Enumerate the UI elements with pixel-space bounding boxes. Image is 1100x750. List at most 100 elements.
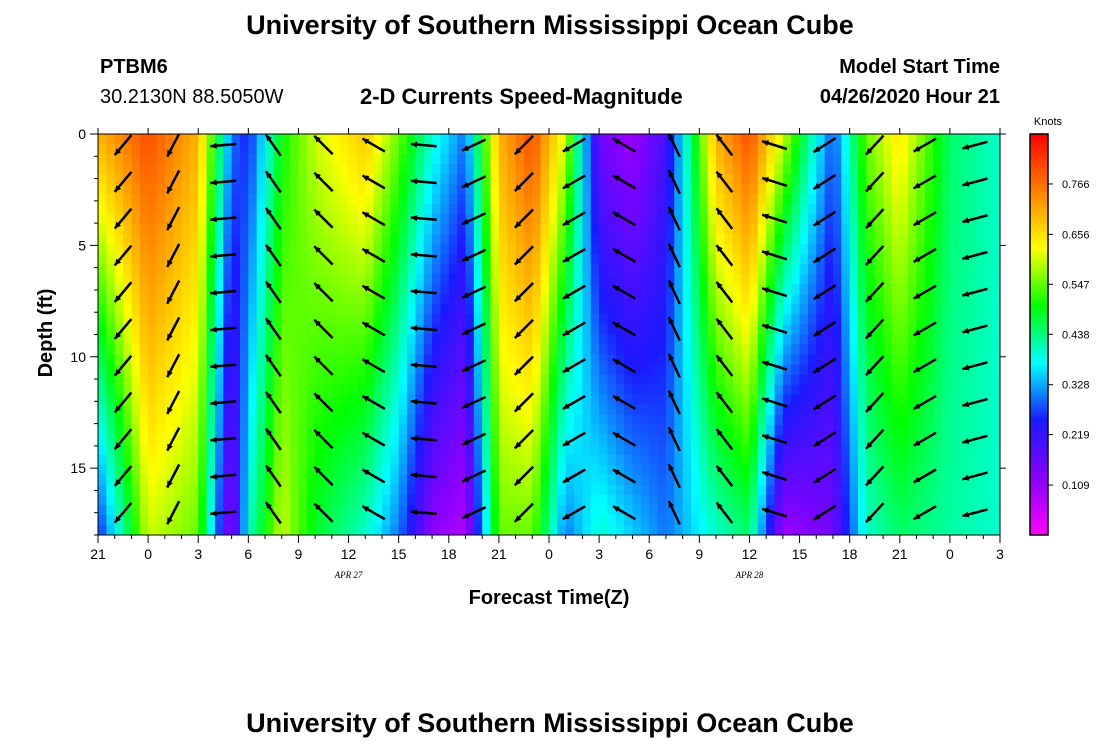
heatmap-cell	[432, 184, 442, 195]
heatmap-cell	[991, 244, 1000, 255]
heatmap-cell	[624, 514, 634, 526]
heatmap-cell	[774, 244, 784, 255]
heatmap-cell	[507, 384, 517, 396]
current-arrow	[361, 431, 386, 447]
heatmap-cell	[766, 414, 776, 426]
heatmap-cell	[883, 314, 893, 326]
heatmap-cell	[381, 514, 391, 526]
heatmap-cell	[565, 524, 575, 535]
heatmap-cell	[749, 344, 759, 356]
current-arrow	[113, 281, 133, 303]
heatmap-cell	[574, 454, 584, 466]
heatmap-cell	[891, 404, 901, 416]
heatmap-cell	[665, 494, 675, 506]
heatmap-cell	[933, 244, 943, 255]
heatmap-cell	[490, 324, 500, 336]
heatmap-cell	[966, 364, 976, 376]
heatmap-cell	[949, 504, 959, 516]
current-arrow	[812, 210, 837, 227]
heatmap-cell	[448, 504, 458, 516]
heatmap-cell	[707, 294, 717, 306]
heatmap-cell	[498, 234, 508, 245]
heatmap-cell	[966, 164, 976, 175]
heatmap-cell	[557, 414, 567, 426]
heatmap-cell	[156, 284, 166, 296]
heatmap-cell	[381, 424, 391, 436]
heatmap-cell	[98, 184, 107, 195]
heatmap-cell	[607, 374, 617, 386]
heatmap-cell	[991, 224, 1000, 235]
heatmap-cell	[974, 504, 984, 516]
heatmap-cell	[849, 454, 859, 466]
current-arrow	[461, 248, 487, 263]
model-start-label: Model Start Time	[839, 56, 1000, 78]
heatmap-cell	[381, 414, 391, 426]
heatmap-cell	[482, 234, 492, 245]
heatmap-cell	[231, 434, 241, 446]
heatmap-cell	[473, 454, 483, 466]
heatmap-cell	[632, 294, 642, 306]
heatmap-cell	[607, 204, 617, 215]
heatmap-cell	[774, 134, 784, 145]
heatmap-cell	[106, 314, 116, 326]
heatmap-cell	[114, 524, 124, 535]
heatmap-cell	[156, 364, 166, 376]
heatmap-cell	[640, 404, 650, 416]
heatmap-cell	[265, 374, 274, 386]
heatmap-cell	[465, 374, 475, 386]
heatmap-cell	[148, 274, 158, 285]
heatmap-cell	[640, 324, 650, 336]
heatmap-cell	[966, 474, 976, 486]
heatmap-cell	[273, 244, 283, 255]
heatmap-cell	[498, 424, 508, 436]
heatmap-cell	[440, 464, 450, 476]
heatmap-cell	[791, 234, 801, 245]
heatmap-cell	[189, 464, 199, 476]
heatmap-cell	[189, 374, 199, 386]
current-arrow	[715, 501, 734, 524]
heatmap-cell	[949, 184, 959, 195]
heatmap-cell	[933, 264, 943, 275]
heatmap-cell	[883, 444, 893, 456]
heatmap-cell	[774, 464, 784, 476]
heatmap-cell	[615, 134, 625, 145]
heatmap-cell	[791, 524, 801, 535]
heatmap-cell	[983, 414, 993, 426]
heatmap-cell	[824, 144, 834, 155]
heatmap-cell	[432, 224, 442, 235]
heatmap-cell	[816, 334, 826, 346]
heatmap-cell	[949, 364, 959, 376]
heatmap-cell	[766, 134, 776, 145]
heatmap-cell	[306, 504, 316, 516]
heatmap-cell	[290, 364, 300, 376]
heatmap-cell	[565, 364, 575, 376]
heatmap-cell	[991, 414, 1000, 426]
heatmap-cell	[916, 134, 926, 145]
heatmap-cell	[749, 164, 759, 175]
heatmap-cell	[690, 514, 700, 526]
heatmap-cell	[782, 334, 792, 346]
heatmap-cell	[699, 324, 709, 336]
heatmap-cell	[181, 294, 191, 306]
heatmap-cell	[615, 364, 625, 376]
heatmap-cell	[624, 464, 634, 476]
heatmap-cell	[841, 394, 851, 406]
heatmap-cell	[624, 294, 634, 306]
heatmap-cell	[941, 214, 951, 225]
heatmap-cell	[106, 424, 116, 436]
heatmap-cell	[983, 344, 993, 356]
heatmap-cell	[398, 524, 408, 535]
heatmap-cell	[139, 334, 149, 346]
heatmap-cell	[582, 374, 592, 386]
heatmap-cell	[741, 204, 751, 215]
heatmap-cell	[899, 174, 909, 185]
heatmap-cell	[239, 394, 249, 406]
heatmap-cell	[832, 364, 842, 376]
heatmap-cell	[256, 394, 266, 406]
heatmap-cell	[941, 154, 951, 165]
heatmap-cell	[540, 234, 550, 245]
heatmap-cell	[607, 444, 617, 456]
heatmap-cell	[549, 334, 558, 346]
heatmap-cell	[281, 504, 291, 516]
heatmap-cell	[231, 514, 241, 526]
